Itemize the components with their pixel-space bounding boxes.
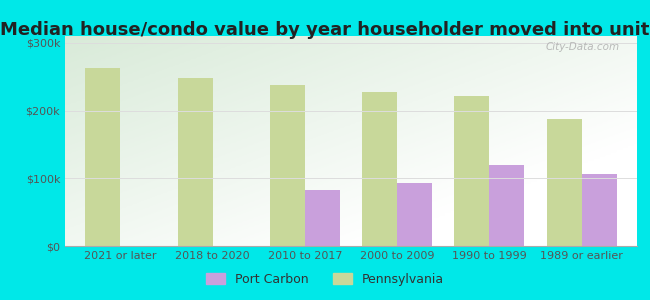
Bar [270,85,305,246]
Bar [489,165,525,246]
Legend: Port Carbon, Pennsylvania: Port Carbon, Pennsylvania [201,268,449,291]
Bar [85,68,120,246]
Bar [547,118,582,246]
Bar [177,78,213,246]
Bar [305,190,340,246]
Bar [582,173,617,246]
Text: City-Data.com: City-Data.com [546,42,620,52]
Bar [362,92,397,246]
Bar [397,183,432,246]
Bar [454,96,489,246]
Text: Median house/condo value by year householder moved into unit: Median house/condo value by year househo… [0,21,650,39]
